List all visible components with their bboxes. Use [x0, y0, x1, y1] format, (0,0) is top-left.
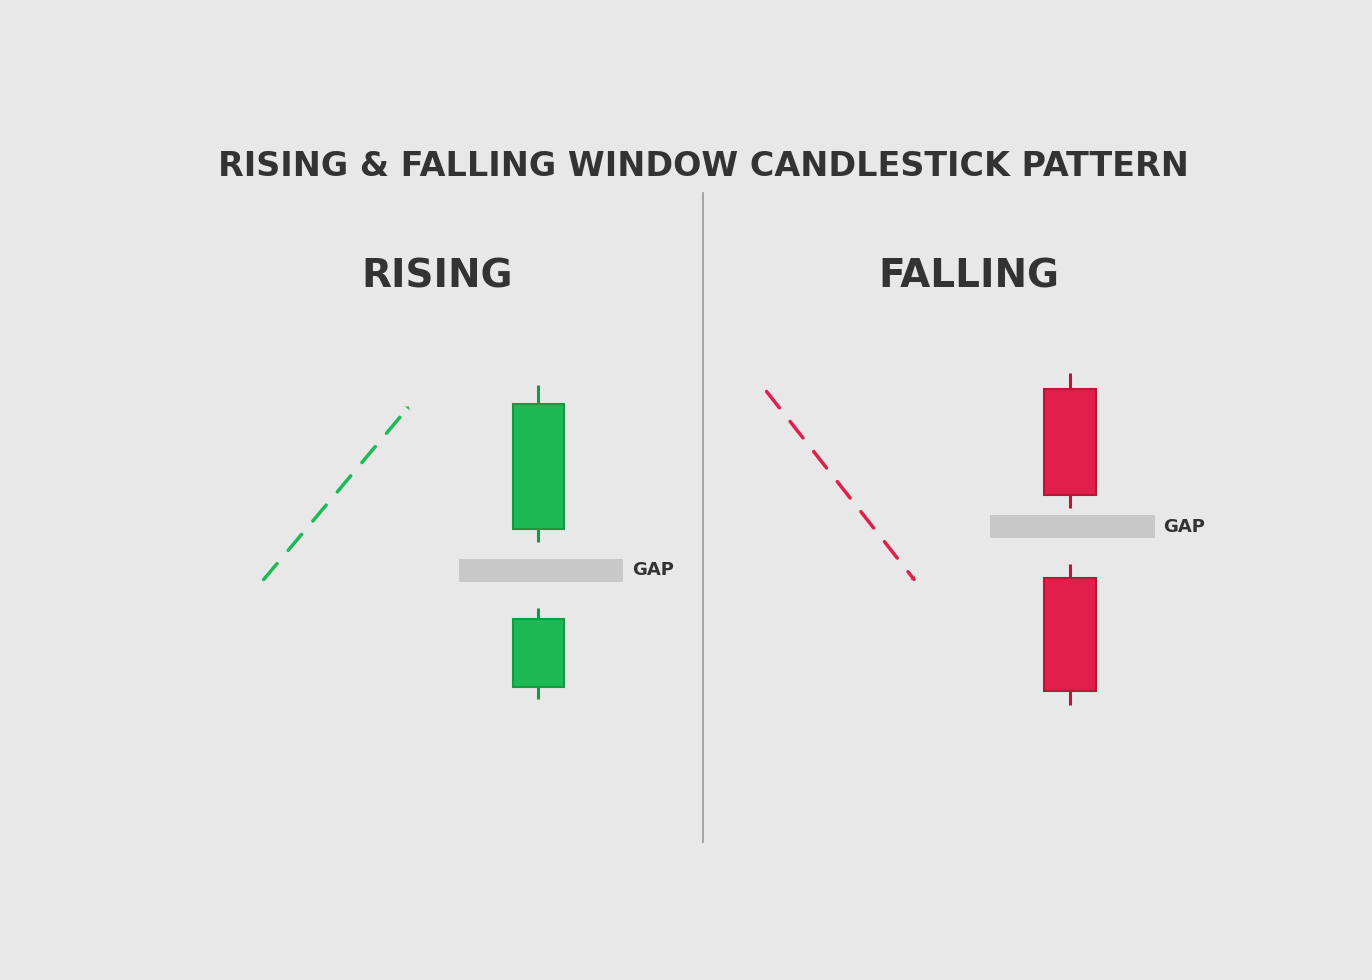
Text: GAP: GAP	[632, 562, 674, 579]
Bar	[991, 515, 1155, 538]
Bar	[1044, 389, 1095, 495]
Text: GAP: GAP	[1163, 517, 1206, 536]
Text: RISING: RISING	[362, 257, 513, 295]
Bar	[1044, 578, 1095, 691]
Text: RISING & FALLING WINDOW CANDLESTICK PATTERN: RISING & FALLING WINDOW CANDLESTICK PATT…	[218, 150, 1188, 183]
Bar	[513, 619, 564, 687]
Bar	[513, 405, 564, 529]
Text: FALLING: FALLING	[878, 257, 1059, 295]
Bar	[458, 559, 623, 582]
